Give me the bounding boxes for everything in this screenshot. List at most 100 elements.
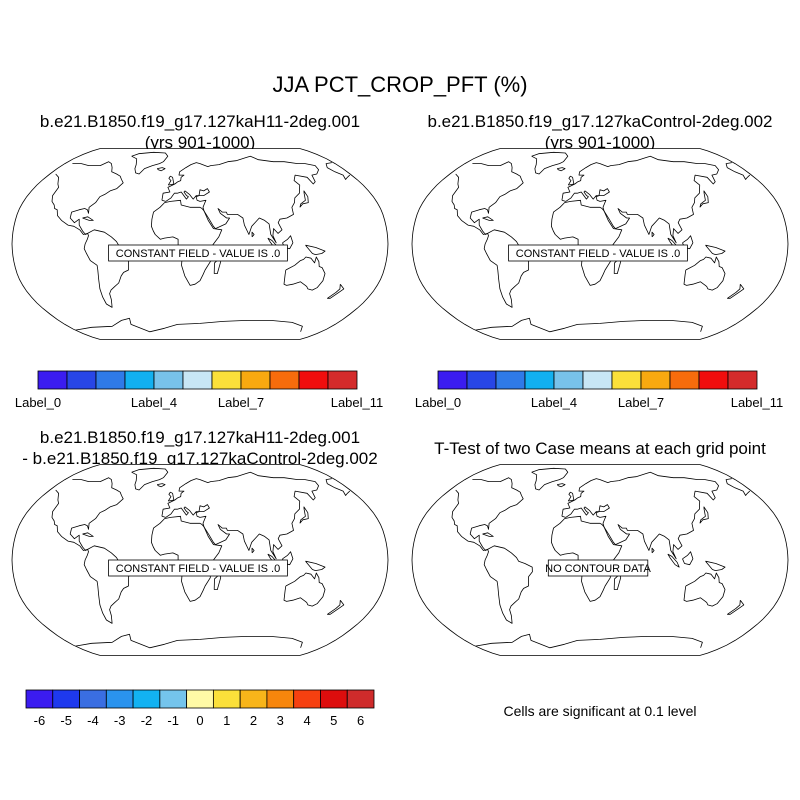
colorbar-tick-label: Label_11 <box>331 395 384 410</box>
antarctica-outline <box>75 633 303 649</box>
borneo-outline <box>682 551 694 566</box>
panel-3-title-line2: - b.e21.B1850.f19_g17.127kaControl-2deg.… <box>22 449 378 468</box>
map-boundary <box>411 148 789 340</box>
panel-4-message: NO CONTOUR DATA <box>545 559 652 577</box>
sumatra-outline <box>667 553 680 568</box>
colorbar-tick-label: Label_0 <box>15 395 61 410</box>
iceland-outline <box>156 167 166 172</box>
colorbar-tick-label: Label_4 <box>531 395 577 410</box>
panel-4-title-line1: T-Test of two Case means at each grid po… <box>434 439 766 458</box>
colorbar-box <box>25 689 54 709</box>
greenland-outline <box>531 151 569 175</box>
colorbar-box <box>132 689 161 709</box>
colorbar-tick-label: Label_7 <box>618 395 664 410</box>
sri-lanka-outline <box>651 231 655 238</box>
panel-2-title-line2: (yrs 901-1000) <box>544 133 656 152</box>
map-boundary <box>11 148 389 340</box>
cuba-outline <box>82 532 94 537</box>
colorbar-tick-label: Label_11 <box>731 395 784 410</box>
colorbar-box <box>466 370 497 390</box>
colorbar-box <box>495 370 526 390</box>
colorbar-box <box>182 370 213 390</box>
coastlines <box>451 467 751 649</box>
colorbar-tick-label: -5 <box>60 713 72 728</box>
colorbar-tick-label: 1 <box>223 713 230 728</box>
colorbar-tick-label: -6 <box>34 713 46 728</box>
cuba-outline <box>82 216 94 221</box>
eurasia-outline <box>161 155 319 244</box>
colorbar-box <box>95 370 126 390</box>
colorbar-box <box>320 689 348 709</box>
north-america-outline <box>51 161 351 235</box>
panel-4-title: T-Test of two Case means at each grid po… <box>400 438 800 459</box>
africa-outline <box>151 515 223 602</box>
panel-1-title-line1: b.e21.B1850.f19_g17.127kaH11-2deg.001 <box>39 112 361 131</box>
colorbar-tick-label: 6 <box>357 713 364 728</box>
panel-2-message-box <box>508 244 688 262</box>
sri-lanka-outline <box>251 547 255 554</box>
colorbar-tick-label: 3 <box>277 713 284 728</box>
panel-1-message-text: CONSTANT FIELD - VALUE IS .0 <box>116 248 280 260</box>
antarctica-outline <box>475 317 703 333</box>
colorbar-tick-label: Label_0 <box>415 395 461 410</box>
colorbar-box <box>346 689 375 709</box>
iceland-outline <box>156 483 166 488</box>
japan-outline <box>699 190 709 208</box>
new-guinea-outline <box>305 244 326 255</box>
greenland-outline <box>131 467 169 491</box>
iceland-outline <box>556 483 566 488</box>
eurasia-outline <box>561 471 719 560</box>
eurasia-outline <box>161 471 319 560</box>
colorbar-box <box>211 370 242 390</box>
colorbar-box <box>212 689 241 709</box>
colorbar-box <box>640 370 671 390</box>
colorbar-box <box>37 370 68 390</box>
australia-outline <box>283 256 326 291</box>
new-guinea-outline <box>305 560 326 571</box>
colorbar-box <box>524 370 555 390</box>
greenland-outline <box>131 151 169 175</box>
colorbar-box <box>124 370 155 390</box>
africa-outline <box>151 199 223 286</box>
panel-2-message: CONSTANT FIELD - VALUE IS .0 <box>508 244 688 262</box>
japan-outline <box>299 190 309 208</box>
new-zealand-outline <box>327 599 345 615</box>
colorbar-box <box>240 370 271 390</box>
uk-outline <box>567 175 575 186</box>
colorbar-tick-label: -4 <box>87 713 99 728</box>
colorbar-tick-label: Label_7 <box>218 395 264 410</box>
panel-3-title: b.e21.B1850.f19_g17.127kaH11-2deg.001 - … <box>0 427 400 469</box>
panel-3-title-line1: b.e21.B1850.f19_g17.127kaH11-2deg.001 <box>39 428 361 447</box>
colorbar-box <box>186 689 214 709</box>
colorbar-panel-1: Label_0 Label_4 Label_7 Label_11 <box>15 370 384 410</box>
colorbar-tick-label: -3 <box>114 713 126 728</box>
colorbar-box <box>66 370 97 390</box>
cuba-outline <box>482 216 494 221</box>
figure-title: JJA PCT_CROP_PFT (%) <box>272 72 528 97</box>
north-america-outline <box>51 477 351 551</box>
new-zealand-outline <box>727 283 745 299</box>
colorbar-box <box>293 689 321 709</box>
colorbar-panel-3: -6 -5 -4 -3 -2 -1 0 1 2 3 4 5 6 <box>25 689 375 728</box>
colorbar-tick-label: 4 <box>303 713 310 728</box>
australia-outline <box>683 572 726 607</box>
colorbar-box <box>611 370 642 390</box>
colorbar-box <box>582 370 613 390</box>
colorbar-box <box>239 689 268 709</box>
panel-4-message-box <box>547 559 649 577</box>
colorbar-box <box>698 370 729 390</box>
colorbar-box <box>153 370 184 390</box>
australia-outline <box>683 256 726 291</box>
colorbar-box <box>105 689 134 709</box>
panel-1-title: b.e21.B1850.f19_g17.127kaH11-2deg.001 (y… <box>0 111 400 153</box>
colorbar-tick-label: Label_4 <box>131 395 177 410</box>
sri-lanka-outline <box>651 547 655 554</box>
colorbar-box <box>727 370 758 390</box>
antarctica-outline <box>475 633 703 649</box>
significance-note: Cells are significant at 0.1 level <box>503 703 697 719</box>
panel-3-message: CONSTANT FIELD - VALUE IS .0 <box>108 559 288 577</box>
antarctica-outline <box>75 317 303 333</box>
colorbar-box <box>437 370 468 390</box>
new-zealand-outline <box>727 599 745 615</box>
